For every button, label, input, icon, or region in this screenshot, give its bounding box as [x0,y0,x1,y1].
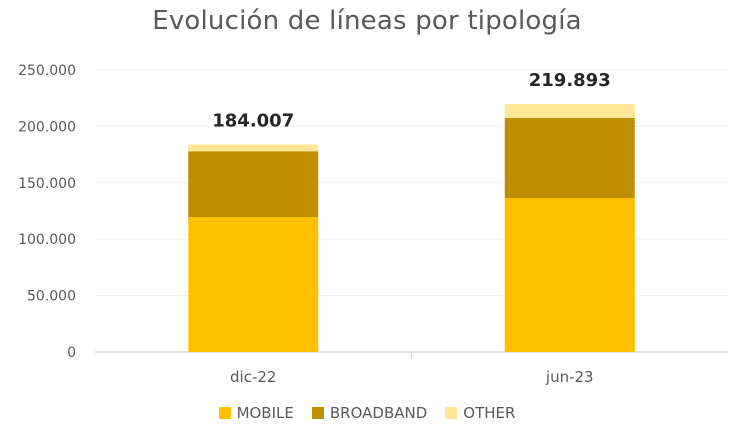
x-tick-label: dic-22 [230,368,276,386]
chart-legend: MOBILE BROADBAND OTHER [0,404,734,422]
y-tick-label: 50.000 [27,289,76,305]
bar-total-label: 184.007 [212,110,294,131]
bar-segment-broadband-1 [504,117,635,199]
legend-label: MOBILE [236,404,294,422]
x-tick-label: jun-23 [545,368,594,386]
bar-segment-mobile-0 [188,217,319,352]
y-tick-label: 150.000 [18,176,76,192]
legend-swatch [311,407,324,419]
bar-segment-broadband-0 [188,151,319,218]
y-tick-label: 250.000 [18,63,76,79]
legend-label: OTHER [463,404,516,422]
chart-title: Evolución de líneas por tipología [152,6,582,36]
y-tick-label: 200.000 [18,119,76,135]
bar-segment-mobile-1 [504,198,635,352]
bar-segment-other-1 [504,103,635,118]
bar-segment-other-0 [188,144,319,152]
legend-item-other: OTHER [445,404,515,422]
y-tick-label: 0 [67,345,76,361]
legend-label: BROADBAND [329,404,428,422]
legend-item-broadband: BROADBAND [311,404,428,422]
legend-item-mobile: MOBILE [218,404,294,422]
y-tick-label: 100.000 [18,232,76,248]
legend-swatch [218,407,231,419]
legend-swatch [445,407,458,419]
bar-total-label: 219.893 [529,70,611,91]
